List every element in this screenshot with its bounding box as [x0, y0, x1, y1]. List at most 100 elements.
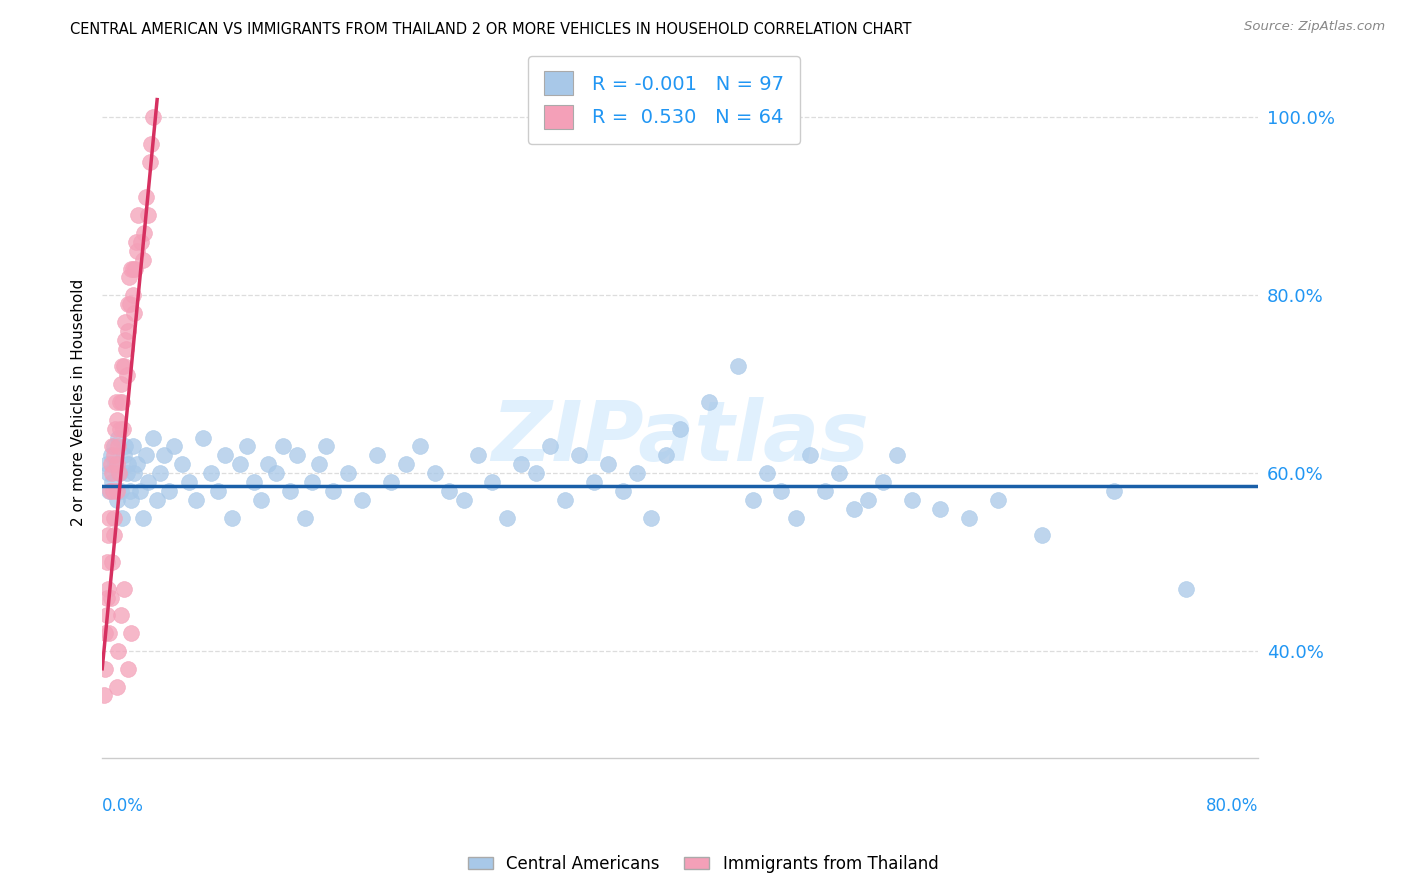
Point — [115, 342, 138, 356]
Point — [626, 466, 648, 480]
Point — [1102, 483, 1125, 498]
Point — [146, 492, 169, 507]
Point — [120, 261, 142, 276]
Point — [111, 395, 134, 409]
Point — [315, 439, 337, 453]
Point — [107, 644, 129, 658]
Point — [496, 510, 519, 524]
Text: Source: ZipAtlas.com: Source: ZipAtlas.com — [1244, 20, 1385, 33]
Point — [135, 448, 157, 462]
Point — [141, 136, 163, 151]
Point — [107, 430, 129, 444]
Point — [114, 333, 136, 347]
Point — [814, 483, 837, 498]
Point — [124, 261, 146, 276]
Point — [131, 510, 153, 524]
Point — [235, 439, 257, 453]
Point — [117, 457, 139, 471]
Point — [105, 680, 128, 694]
Point — [105, 492, 128, 507]
Point — [100, 457, 122, 471]
Point — [336, 466, 359, 480]
Point — [127, 208, 149, 222]
Point — [987, 492, 1010, 507]
Point — [352, 492, 374, 507]
Point — [149, 466, 172, 480]
Point — [118, 483, 141, 498]
Point — [957, 510, 980, 524]
Point — [93, 689, 115, 703]
Point — [322, 483, 344, 498]
Point — [142, 111, 165, 125]
Point — [278, 483, 301, 498]
Point — [120, 492, 142, 507]
Point — [111, 510, 134, 524]
Point — [770, 483, 793, 498]
Point — [96, 555, 118, 569]
Point — [128, 483, 150, 498]
Point — [111, 359, 134, 374]
Point — [228, 457, 250, 471]
Point — [221, 510, 243, 524]
Point — [98, 510, 121, 524]
Y-axis label: 2 or more Vehicles in Household: 2 or more Vehicles in Household — [72, 278, 86, 525]
Point — [153, 448, 176, 462]
Point — [856, 492, 879, 507]
Point — [122, 306, 145, 320]
Point — [842, 501, 865, 516]
Point — [929, 501, 952, 516]
Point — [118, 270, 141, 285]
Point — [100, 591, 122, 605]
Point — [105, 413, 128, 427]
Point — [104, 422, 127, 436]
Legend: R = -0.001   N = 97, R =  0.530   N = 64: R = -0.001 N = 97, R = 0.530 N = 64 — [529, 56, 800, 145]
Point — [163, 439, 186, 453]
Point — [108, 466, 131, 480]
Point — [756, 466, 779, 480]
Point — [104, 457, 127, 471]
Point — [122, 261, 145, 276]
Point — [105, 483, 128, 498]
Point — [101, 483, 124, 498]
Point — [131, 252, 153, 267]
Point — [395, 457, 418, 471]
Point — [727, 359, 749, 374]
Point — [467, 448, 489, 462]
Point — [135, 190, 157, 204]
Point — [101, 555, 124, 569]
Point — [110, 395, 132, 409]
Point — [785, 510, 807, 524]
Point — [107, 439, 129, 453]
Point — [103, 439, 125, 453]
Point — [110, 483, 132, 498]
Point — [655, 448, 678, 462]
Point — [524, 466, 547, 480]
Point — [115, 368, 138, 383]
Point — [243, 475, 266, 489]
Point — [612, 483, 634, 498]
Point — [98, 483, 121, 498]
Point — [200, 466, 222, 480]
Point — [285, 448, 308, 462]
Point — [114, 315, 136, 329]
Point — [125, 457, 148, 471]
Point — [872, 475, 894, 489]
Point — [301, 475, 323, 489]
Point — [380, 475, 402, 489]
Point — [886, 448, 908, 462]
Point — [114, 439, 136, 453]
Point — [97, 466, 120, 480]
Point — [122, 466, 145, 480]
Point — [101, 475, 124, 489]
Point — [294, 510, 316, 524]
Point — [596, 457, 619, 471]
Point — [112, 422, 135, 436]
Legend: Central Americans, Immigrants from Thailand: Central Americans, Immigrants from Thail… — [461, 848, 945, 880]
Point — [103, 510, 125, 524]
Point — [105, 457, 128, 471]
Point — [423, 466, 446, 480]
Point — [828, 466, 851, 480]
Point — [177, 475, 200, 489]
Point — [100, 439, 122, 453]
Text: CENTRAL AMERICAN VS IMMIGRANTS FROM THAILAND 2 OR MORE VEHICLES IN HOUSEHOLD COR: CENTRAL AMERICAN VS IMMIGRANTS FROM THAI… — [70, 22, 912, 37]
